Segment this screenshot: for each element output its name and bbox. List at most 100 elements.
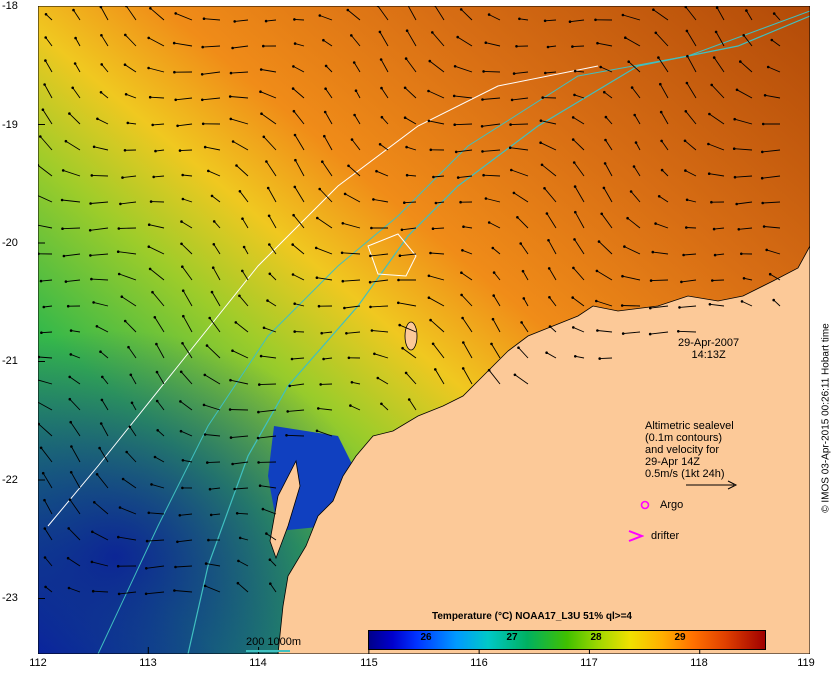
velocity-arrow (355, 90, 361, 99)
velocity-arrow-head (343, 306, 346, 310)
velocity-arrow-head (742, 277, 746, 280)
velocity-arrow (510, 147, 529, 151)
velocity-arrow-head (208, 316, 211, 320)
velocity-arrow-head (404, 57, 408, 60)
velocity-arrow (379, 143, 389, 151)
velocity-arrow (294, 303, 305, 307)
velocity-arrow (407, 6, 417, 21)
velocity-arrow-head (237, 559, 240, 563)
velocity-arrow-head (201, 122, 205, 126)
velocity-arrow-head (96, 117, 99, 121)
velocity-arrow-head (403, 201, 406, 204)
velocity-arrow (401, 227, 417, 231)
velocity-arrow-head (603, 162, 607, 165)
velocity-arrow-head (181, 486, 184, 490)
velocity-arrow-head (238, 536, 242, 540)
velocity-arrow (45, 586, 53, 593)
velocity-arrow-head (211, 266, 215, 270)
velocity-arrow-head (431, 227, 435, 230)
velocity-arrow (44, 557, 53, 567)
velocity-arrow-head (454, 150, 458, 154)
velocity-arrow-head (178, 149, 182, 152)
velocity-arrow-head (370, 226, 373, 230)
velocity-arrow (513, 192, 529, 203)
velocity-arrow (72, 87, 81, 99)
velocity-arrow (483, 70, 501, 73)
velocity-arrow-head (120, 295, 124, 299)
velocity-arrow-head (117, 592, 121, 596)
velocity-arrow-head (680, 280, 683, 284)
velocity-arrow (292, 274, 305, 281)
velocity-arrow-head (43, 83, 46, 86)
velocity-arrow-head (398, 254, 402, 257)
velocity-arrow-head (259, 90, 262, 93)
velocity-arrow-head (264, 19, 268, 23)
velocity-arrow (711, 84, 725, 99)
y-tick-label: -23 (2, 592, 18, 604)
velocity-arrow (540, 142, 557, 151)
velocity-arrow (350, 35, 361, 47)
velocity-arrow (342, 222, 361, 229)
velocity-arrow-head (517, 346, 520, 350)
velocity-arrow (740, 61, 753, 73)
velocity-arrow-head (124, 33, 127, 37)
velocity-arrow (291, 357, 305, 360)
velocity-arrow (180, 371, 193, 385)
velocity-arrow-head (268, 243, 271, 246)
velocity-arrow-head (660, 168, 664, 172)
velocity-arrow-head (602, 186, 606, 190)
velocity-arrow (154, 456, 165, 463)
velocity-arrow-head (228, 95, 232, 98)
velocity-arrow (325, 88, 333, 99)
velocity-arrow-head (321, 160, 324, 163)
velocity-arrow (323, 39, 333, 47)
velocity-arrow (405, 58, 417, 73)
velocity-arrow (92, 531, 109, 541)
velocity-arrow (122, 175, 137, 179)
velocity-arrow-head (573, 238, 576, 241)
velocity-arrow (258, 435, 277, 439)
velocity-arrow-head (148, 267, 152, 271)
velocity-arrow-head (733, 117, 736, 121)
velocity-arrow (373, 198, 389, 203)
velocity-arrow-head (480, 125, 484, 128)
velocity-arrow-head (68, 397, 72, 401)
velocity-arrow (428, 297, 445, 307)
velocity-arrow-head (407, 398, 411, 401)
y-tick-label: -18 (2, 0, 18, 12)
drifter-chevron-icon (628, 530, 644, 542)
velocity-arrow-head (376, 376, 380, 380)
velocity-arrow-head (234, 321, 238, 324)
velocity-arrow-head (128, 425, 132, 429)
velocity-arrow-head (568, 20, 572, 23)
velocity-arrow (44, 84, 53, 99)
velocity-arrow-head (405, 145, 408, 149)
velocity-arrow-head (231, 462, 234, 466)
velocity-arrow (156, 371, 165, 385)
velocity-arrow (44, 499, 53, 515)
colorbar-tick: 28 (590, 632, 602, 643)
velocity-arrow (65, 140, 81, 151)
velocity-arrow-head (212, 243, 216, 246)
velocity-arrow (762, 149, 781, 153)
velocity-arrow (574, 239, 585, 255)
velocity-arrow (462, 317, 473, 333)
velocity-arrow (62, 227, 81, 230)
velocity-arrow-head (543, 19, 547, 23)
velocity-arrow-head (652, 8, 655, 11)
velocity-arrow (232, 45, 249, 49)
velocity-arrow-head (39, 279, 43, 283)
velocity-arrow-head (707, 172, 711, 175)
velocity-arrow (230, 71, 249, 74)
velocity-arrow-head (155, 342, 158, 346)
velocity-arrow (428, 90, 445, 99)
velocity-arrow-head (66, 304, 70, 308)
velocity-arrow (125, 93, 137, 99)
velocity-arrow (573, 162, 585, 177)
colorbar-title: Temperature (°C) NOAA17_L3U 51% ql>=4 (432, 611, 632, 622)
velocity-arrow-head (491, 317, 495, 321)
velocity-arrow (430, 252, 445, 255)
velocity-arrow-head (151, 290, 154, 294)
velocity-arrow (713, 57, 725, 73)
velocity-arrow-head (572, 266, 575, 270)
